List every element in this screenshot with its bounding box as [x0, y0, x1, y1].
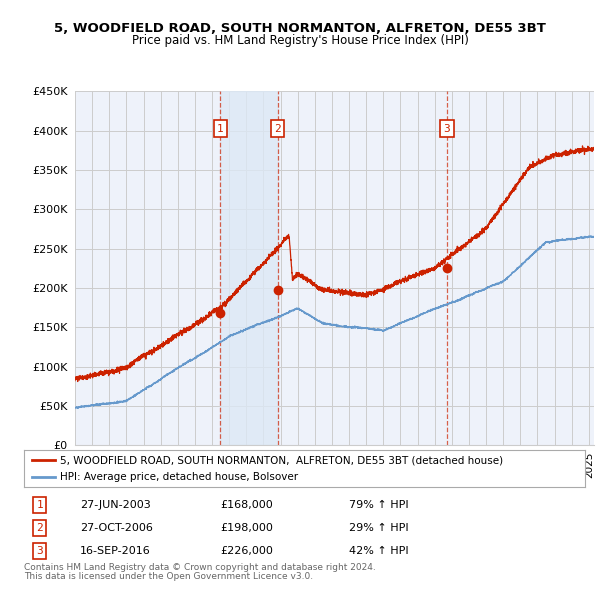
- Text: 3: 3: [37, 546, 43, 556]
- Text: £198,000: £198,000: [220, 523, 273, 533]
- Text: 1: 1: [217, 124, 224, 133]
- Bar: [220, 91, 278, 445]
- Text: 79% ↑ HPI: 79% ↑ HPI: [349, 500, 409, 510]
- Text: 27-JUN-2003: 27-JUN-2003: [80, 500, 151, 510]
- Text: This data is licensed under the Open Government Licence v3.0.: This data is licensed under the Open Gov…: [24, 572, 313, 581]
- Text: Contains HM Land Registry data © Crown copyright and database right 2024.: Contains HM Land Registry data © Crown c…: [24, 563, 376, 572]
- Text: 5, WOODFIELD ROAD, SOUTH NORMANTON, ALFRETON, DE55 3BT: 5, WOODFIELD ROAD, SOUTH NORMANTON, ALFR…: [54, 22, 546, 35]
- Text: 16-SEP-2016: 16-SEP-2016: [80, 546, 151, 556]
- Text: 2: 2: [274, 124, 281, 133]
- Text: 29% ↑ HPI: 29% ↑ HPI: [349, 523, 409, 533]
- Text: 42% ↑ HPI: 42% ↑ HPI: [349, 546, 409, 556]
- Text: £168,000: £168,000: [220, 500, 273, 510]
- Text: 3: 3: [443, 124, 450, 133]
- Text: 1: 1: [37, 500, 43, 510]
- Text: 27-OCT-2006: 27-OCT-2006: [80, 523, 153, 533]
- Text: Price paid vs. HM Land Registry's House Price Index (HPI): Price paid vs. HM Land Registry's House …: [131, 34, 469, 47]
- Text: £226,000: £226,000: [220, 546, 273, 556]
- Text: 2: 2: [37, 523, 43, 533]
- Text: 5, WOODFIELD ROAD, SOUTH NORMANTON,  ALFRETON, DE55 3BT (detached house): 5, WOODFIELD ROAD, SOUTH NORMANTON, ALFR…: [61, 455, 503, 465]
- Text: HPI: Average price, detached house, Bolsover: HPI: Average price, detached house, Bols…: [61, 472, 299, 482]
